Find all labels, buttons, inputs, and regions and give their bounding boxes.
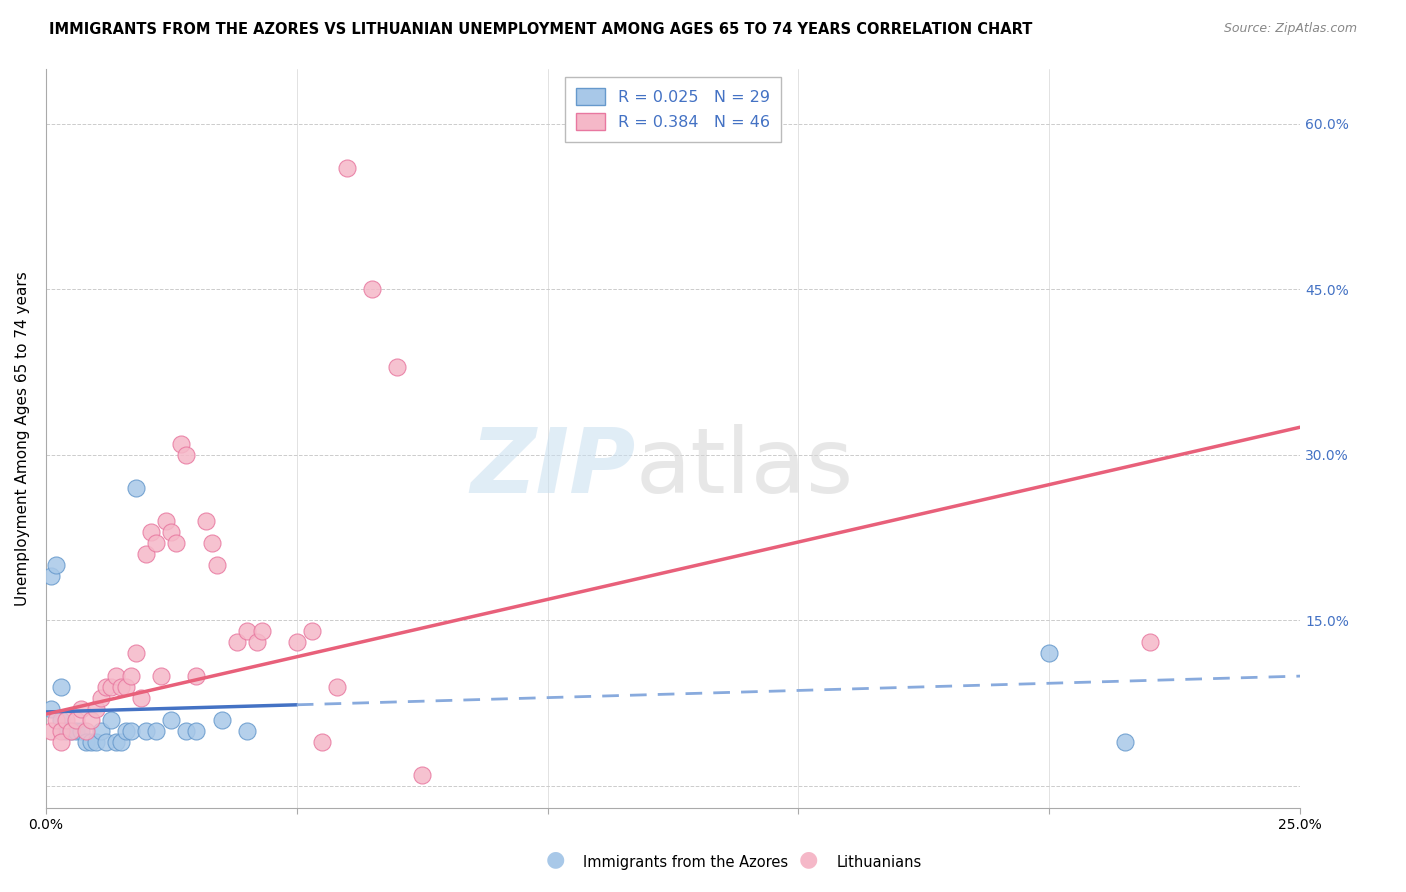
Point [186, 668, 208, 682]
Text: IMMIGRANTS FROM THE AZORES VS LITHUANIAN UNEMPLOYMENT AMONG AGES 65 TO 74 YEARS : IMMIGRANTS FROM THE AZORES VS LITHUANIAN… [49, 22, 1032, 37]
Point [186, 723, 208, 738]
Text: ZIP: ZIP [470, 424, 636, 512]
Point [235, 723, 257, 738]
Point [65, 723, 87, 738]
Point [285, 635, 308, 649]
Point [105, 668, 128, 682]
Point [120, 668, 142, 682]
Point [110, 735, 132, 749]
Point [55, 713, 77, 727]
Point [115, 723, 138, 738]
Point [205, 558, 228, 573]
Point [225, 635, 247, 649]
Text: Immigrants from the Azores: Immigrants from the Azores [583, 855, 789, 870]
Point [100, 680, 122, 694]
Point [70, 701, 93, 715]
Text: Lithuanians: Lithuanians [837, 855, 922, 870]
Point [301, 624, 323, 639]
Point [135, 547, 157, 561]
Point [80, 735, 103, 749]
Point [195, 514, 218, 528]
Point [39, 701, 62, 715]
Point [39, 569, 62, 583]
Point [39, 723, 62, 738]
Point [200, 536, 222, 550]
Point [211, 713, 233, 727]
Point [49, 713, 72, 727]
Point [75, 723, 97, 738]
Point [49, 735, 72, 749]
Point [1114, 735, 1136, 749]
Point [246, 635, 269, 649]
Point [84, 701, 107, 715]
Point [125, 647, 148, 661]
Point [135, 723, 157, 738]
Point [141, 524, 163, 539]
Point [145, 536, 167, 550]
Point [96, 680, 118, 694]
Point [96, 735, 118, 749]
Point [49, 723, 72, 738]
Text: ●: ● [546, 850, 565, 870]
Point [165, 536, 187, 550]
Point [90, 723, 112, 738]
Point [1139, 635, 1161, 649]
Point [70, 723, 93, 738]
Point [60, 723, 83, 738]
Point [176, 448, 198, 462]
Point [311, 735, 333, 749]
Point [90, 690, 112, 705]
Point [110, 680, 132, 694]
Legend: R = 0.025   N = 29, R = 0.384   N = 46: R = 0.025 N = 29, R = 0.384 N = 46 [565, 77, 780, 142]
Point [170, 437, 193, 451]
Point [84, 735, 107, 749]
Point [361, 282, 384, 296]
Point [326, 680, 349, 694]
Point [55, 723, 77, 738]
Point [80, 713, 103, 727]
Point [65, 713, 87, 727]
Point [60, 723, 83, 738]
Point [75, 735, 97, 749]
Point [160, 713, 183, 727]
Point [385, 359, 408, 374]
Point [155, 514, 177, 528]
Point [45, 558, 67, 573]
Point [160, 524, 183, 539]
Point [145, 723, 167, 738]
Point [115, 680, 138, 694]
Point [411, 768, 433, 782]
Point [105, 735, 128, 749]
Y-axis label: Unemployment Among Ages 65 to 74 years: Unemployment Among Ages 65 to 74 years [15, 271, 30, 606]
Point [120, 723, 142, 738]
Point [176, 723, 198, 738]
Point [49, 680, 72, 694]
Text: ●: ● [799, 850, 818, 870]
Text: atlas: atlas [636, 424, 853, 512]
Point [336, 161, 359, 175]
Point [250, 624, 273, 639]
Point [125, 481, 148, 495]
Point [1038, 647, 1060, 661]
Point [235, 624, 257, 639]
Point [129, 690, 152, 705]
Point [150, 668, 173, 682]
Point [100, 713, 122, 727]
Point [45, 713, 67, 727]
Text: Source: ZipAtlas.com: Source: ZipAtlas.com [1223, 22, 1357, 36]
